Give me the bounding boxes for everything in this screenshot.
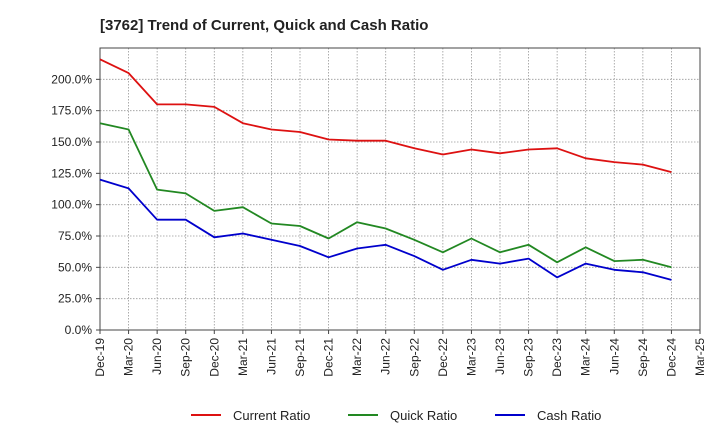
x-tick-label: Jun-21	[264, 338, 278, 375]
x-tick-label: Dec-20	[207, 338, 221, 377]
x-tick-label: Jun-24	[607, 338, 621, 375]
x-tick-label: Sep-20	[179, 338, 193, 377]
x-tick-label: Jun-22	[379, 338, 393, 375]
x-tick-label: Mar-24	[579, 338, 593, 376]
x-tick-label: Sep-23	[522, 338, 536, 377]
plot-border	[99, 47, 701, 331]
legend-label-quick-ratio: Quick Ratio	[390, 408, 457, 423]
x-tick-label: Mar-23	[464, 338, 478, 376]
x-tick-label: Mar-22	[350, 338, 364, 376]
y-tick-label: 125.0%	[51, 166, 92, 180]
x-tick-label: Dec-21	[322, 338, 336, 377]
legend-label-cash-ratio: Cash Ratio	[537, 408, 601, 423]
x-tick-label: Mar-21	[236, 338, 250, 376]
x-tick-label: Dec-19	[93, 338, 107, 377]
y-tick-label: 25.0%	[58, 292, 92, 306]
x-tick-label: Jun-23	[493, 338, 507, 375]
x-tick-label: Sep-22	[407, 338, 421, 377]
chart-title: [3762] Trend of Current, Quick and Cash …	[100, 17, 428, 34]
plot-background	[100, 48, 700, 330]
legend: Current Ratio Quick Ratio Cash Ratio	[191, 408, 601, 423]
y-tick-label: 175.0%	[51, 104, 92, 118]
x-tick-label: Dec-22	[436, 338, 450, 377]
plot-area: 0.0% 25.0% 50.0% 75.0% 100.0% 125.0% 150.0% 175…	[51, 47, 707, 377]
y-tick-label: 0.0%	[65, 323, 93, 337]
series-line-quick-ratio	[99, 122, 672, 269]
x-tick-label: Mar-25	[693, 338, 707, 376]
x-tick-label: Sep-24	[636, 338, 650, 377]
y-tick-label: 100.0%	[51, 198, 92, 212]
legend-label-current-ratio: Current Ratio	[233, 408, 310, 423]
y-tick-label: 200.0%	[51, 72, 92, 86]
x-tick-label: Sep-21	[293, 338, 307, 377]
x-tick-label: Dec-24	[664, 338, 678, 377]
y-tick-label: 50.0%	[58, 260, 92, 274]
y-tick-label: 150.0%	[51, 135, 92, 149]
series-line-current-ratio	[99, 58, 672, 173]
series-line-cash-ratio	[99, 178, 672, 281]
x-tick-label: Mar-20	[122, 338, 136, 376]
x-tick-label: Dec-23	[550, 338, 564, 377]
y-tick-label: 75.0%	[58, 229, 92, 243]
x-tick-label: Jun-20	[150, 338, 164, 375]
